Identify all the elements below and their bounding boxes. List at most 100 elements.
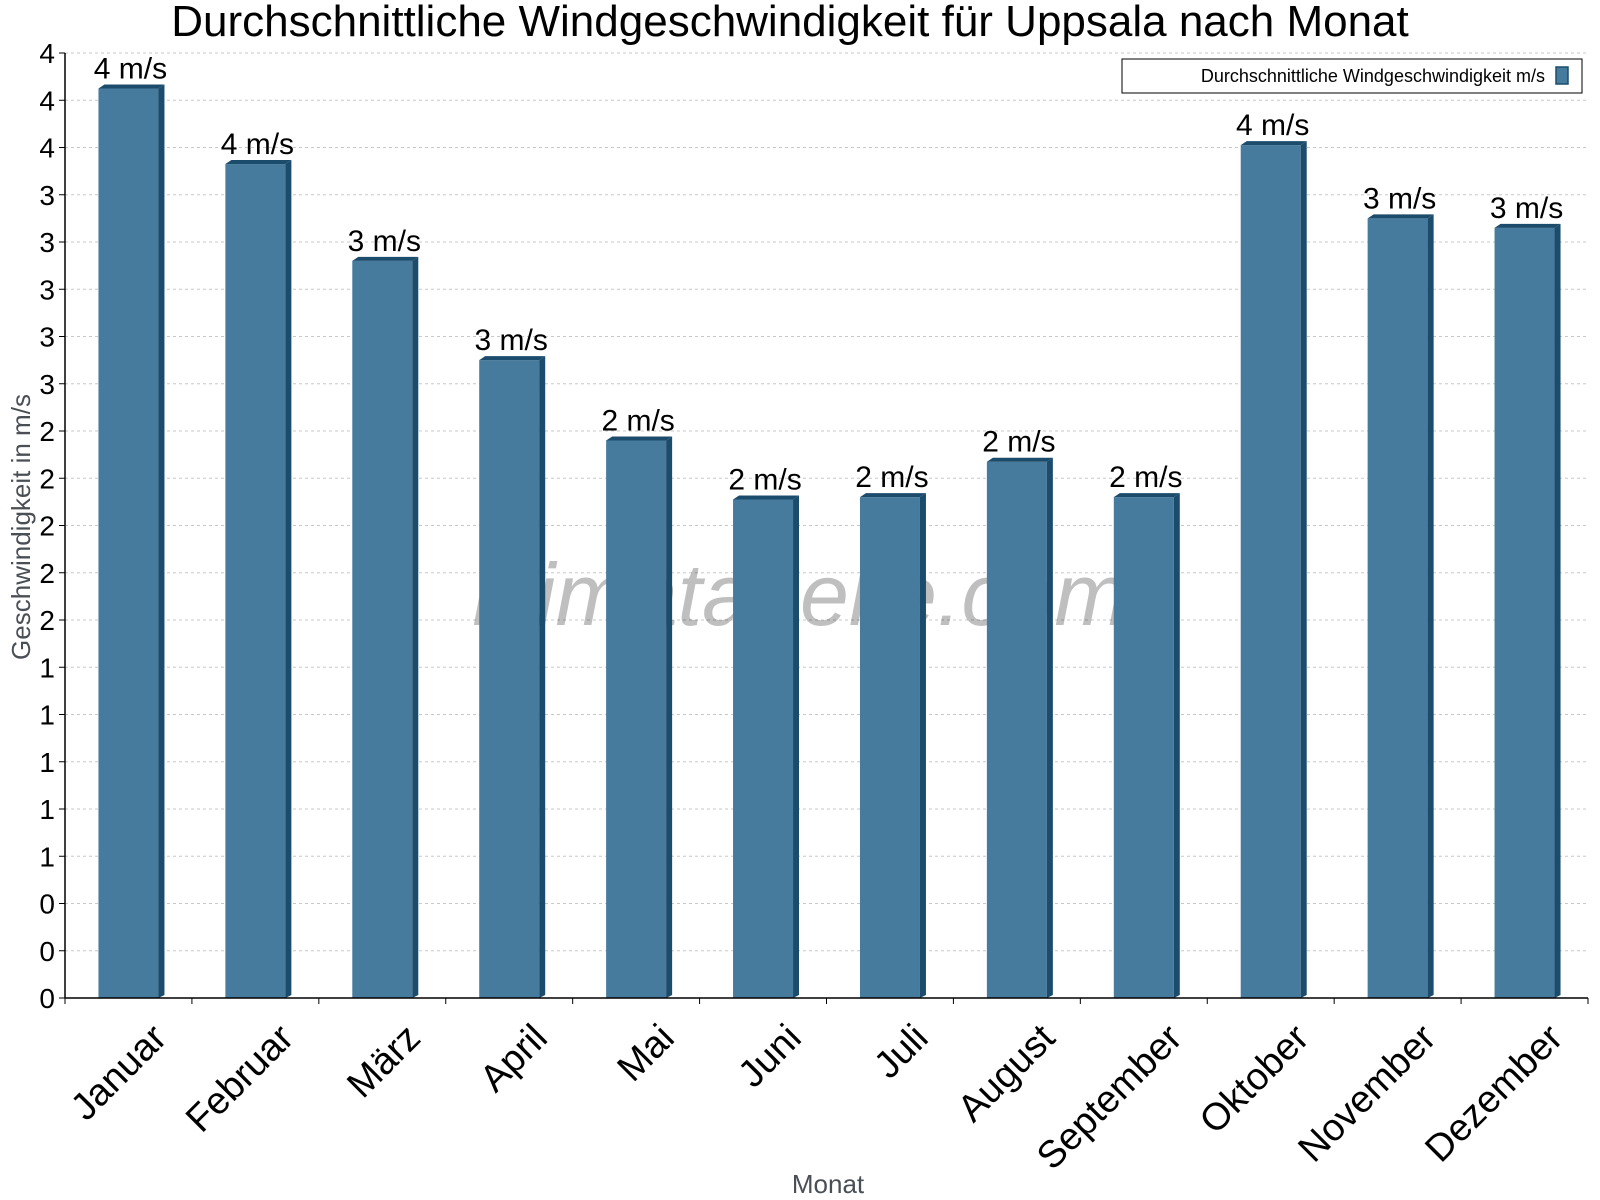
- bar-top: [606, 436, 673, 441]
- bar-top: [1367, 214, 1434, 219]
- data-label: 2 m/s: [728, 464, 801, 497]
- x-tick-label: November: [1290, 1017, 1444, 1171]
- x-tick-label: Juli: [866, 1017, 936, 1087]
- x-tick-labels: Januar Februar März April Mai Juni Juli AugustS…: [63, 1017, 1571, 1178]
- legend-swatch: [1555, 66, 1569, 85]
- data-label: 3 m/s: [1363, 182, 1436, 215]
- bar: [1494, 223, 1561, 998]
- bar-front: [1240, 145, 1301, 998]
- y-tick-label: 2: [39, 511, 55, 542]
- x-tick-label: Februar: [178, 1017, 302, 1141]
- bar-front: [225, 164, 286, 999]
- gridlines: [65, 52, 1588, 952]
- x-tick-label: August: [950, 1017, 1064, 1131]
- bar-front: [352, 260, 413, 998]
- y-tick-label: 1: [39, 700, 55, 731]
- bar-side: [412, 256, 419, 998]
- data-label: 3 m/s: [1490, 192, 1563, 225]
- bar-side: [285, 160, 292, 999]
- bar-side: [158, 84, 165, 998]
- bar: [479, 356, 546, 998]
- axes: [59, 52, 1589, 1004]
- y-tick-label: 2: [39, 605, 55, 636]
- bar-front: [1494, 227, 1555, 998]
- bar-top: [1494, 223, 1561, 228]
- bar: [98, 84, 165, 998]
- y-tick-labels: 0 0 0 1 1 1 1 1 2 2 2 2 2 3 3 3 3 3 4 4 4: [39, 38, 55, 1014]
- bars: [98, 84, 1561, 999]
- bar: [1113, 493, 1180, 998]
- legend: Durchschnittliche Windgeschwindigkeit m/…: [1121, 58, 1583, 94]
- x-tick-label: April: [472, 1017, 555, 1100]
- x-tick-label: Juni: [731, 1017, 810, 1096]
- y-tick-label: 3: [39, 369, 55, 400]
- bar-side: [1173, 493, 1180, 998]
- data-label: 2 m/s: [982, 426, 1055, 459]
- data-label: 3 m/s: [348, 225, 421, 258]
- data-label: 4 m/s: [1236, 109, 1309, 142]
- y-tick-label: 2: [39, 558, 55, 589]
- y-tick-label: 3: [39, 227, 55, 258]
- data-label: 4 m/s: [94, 52, 167, 85]
- bar-side: [1554, 223, 1561, 998]
- bar: [606, 436, 673, 998]
- bar: [1240, 141, 1307, 998]
- bar-side: [1300, 141, 1307, 998]
- bar: [1367, 214, 1434, 998]
- x-axis-label: Monat: [792, 1169, 865, 1199]
- bar: [733, 495, 800, 998]
- x-tick-label: März: [339, 1017, 428, 1106]
- bar-top: [1113, 493, 1180, 498]
- chart-title: Durchschnittliche Windgeschwindigkeit fü…: [171, 0, 1409, 46]
- bar-top: [859, 493, 926, 498]
- x-tick-label: Oktober: [1192, 1017, 1318, 1143]
- y-tick-label: 1: [39, 794, 55, 825]
- y-tick-label: 3: [39, 180, 55, 211]
- y-axis-label: Geschwindigkeit in m/s: [6, 394, 36, 660]
- bar-front: [1367, 218, 1428, 998]
- data-label: 2 m/s: [601, 404, 674, 437]
- data-label: 2 m/s: [855, 461, 928, 494]
- y-tick-label: 3: [39, 274, 55, 305]
- y-tick-label: 4: [39, 38, 55, 69]
- y-tick-label: 1: [39, 841, 55, 872]
- y-tick-label: 3: [39, 322, 55, 353]
- bar-front: [859, 497, 920, 998]
- bar-top: [98, 84, 165, 89]
- bar-side: [1427, 214, 1434, 998]
- bar-side: [793, 495, 800, 998]
- bar-front: [479, 360, 540, 998]
- y-tick-label: 0: [39, 936, 55, 967]
- bar-side: [919, 493, 926, 998]
- bar-side: [666, 436, 673, 998]
- legend-label: Durchschnittliche Windgeschwindigkeit m/…: [1201, 66, 1545, 86]
- y-tick-label: 4: [39, 85, 55, 116]
- data-label: 4 m/s: [221, 128, 294, 161]
- data-labels: 4 m/s 4 m/s 3 m/s 3 m/s 2 m/s 2 m/s 2 m/s 2 m/s…: [94, 52, 1563, 496]
- y-tick-label: 2: [39, 416, 55, 447]
- bar-top: [1240, 141, 1307, 146]
- bar-top: [225, 160, 292, 165]
- bar-front: [1113, 497, 1174, 998]
- legend-box: [1121, 58, 1583, 94]
- bar-front: [98, 88, 159, 998]
- data-label: 3 m/s: [475, 324, 548, 357]
- bar-top: [479, 356, 546, 361]
- bar-top: [986, 457, 1053, 462]
- y-tick-label: 1: [39, 652, 55, 683]
- bar-top: [733, 495, 800, 500]
- x-tick-label: Dezember: [1417, 1017, 1571, 1171]
- bar: [225, 160, 292, 999]
- bar: [859, 493, 926, 998]
- bar-front: [986, 461, 1047, 998]
- bar: [986, 457, 1053, 998]
- x-tick-label: Januar: [63, 1017, 175, 1129]
- bar: [352, 256, 419, 998]
- y-tick-label: 1: [39, 747, 55, 778]
- bar-front: [733, 499, 794, 998]
- bar-top: [352, 256, 419, 261]
- y-tick-label: 0: [39, 889, 55, 920]
- bar-front: [606, 440, 667, 998]
- bar-side: [1046, 457, 1053, 998]
